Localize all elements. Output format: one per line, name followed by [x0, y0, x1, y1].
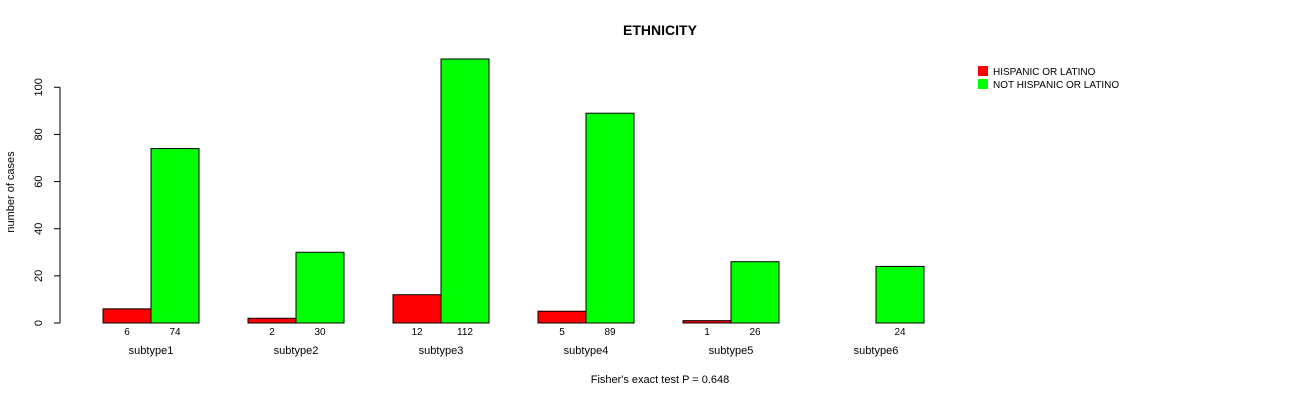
bar	[295, 251, 345, 324]
y-tick-label: 60	[33, 175, 45, 187]
bar-value-label: 5	[559, 327, 565, 338]
y-axis-label: number of cases	[5, 151, 17, 233]
category-label: subtype6	[854, 345, 899, 357]
bar	[682, 320, 732, 324]
y-tick-label: 100	[33, 78, 45, 96]
y-tick-label: 40	[33, 223, 45, 235]
bar	[730, 261, 780, 324]
bar-value-label: 6	[124, 327, 130, 338]
y-axis: 0 20 40 60 80 100	[33, 78, 61, 326]
bar-value-label: 1	[704, 327, 710, 338]
y-tick-label: 20	[33, 270, 45, 282]
legend: HISPANIC OR LATINO NOT HISPANIC OR LATINO	[978, 66, 1119, 91]
bar	[585, 112, 635, 324]
y-tick-label: 80	[33, 128, 45, 140]
bar-value-label: 24	[894, 327, 906, 338]
bar-value-label: 12	[411, 327, 423, 338]
bar	[150, 148, 200, 324]
bar-value-label: 2	[269, 327, 275, 338]
bar	[392, 294, 442, 324]
bar-value-label: 30	[314, 327, 326, 338]
bar-value-label: 89	[604, 327, 616, 338]
bar	[875, 265, 925, 324]
bar	[102, 308, 152, 324]
bars-group: 6 74 subtype1 2 30 subtype2 12 112 subtype3 5 89 su…	[102, 58, 925, 357]
bar-value-label: 74	[169, 327, 181, 338]
bar	[537, 310, 587, 324]
y-tick-label: 0	[33, 320, 45, 326]
bar	[440, 58, 490, 324]
category-label: subtype3	[419, 345, 464, 357]
bar	[247, 317, 297, 324]
legend-label: HISPANIC OR LATINO	[993, 67, 1096, 78]
category-label: subtype1	[129, 345, 174, 357]
legend-swatch	[978, 66, 988, 76]
category-label: subtype2	[274, 345, 319, 357]
legend-label: NOT HISPANIC OR LATINO	[993, 80, 1119, 91]
legend-swatch	[978, 79, 988, 89]
chart-title: ETHNICITY	[623, 22, 698, 38]
category-label: subtype5	[709, 345, 754, 357]
fisher-test-footnote: Fisher's exact test P = 0.648	[591, 374, 730, 386]
bar-value-label: 112	[457, 327, 473, 338]
bar-value-label: 26	[749, 327, 761, 338]
category-label: subtype4	[564, 345, 609, 357]
